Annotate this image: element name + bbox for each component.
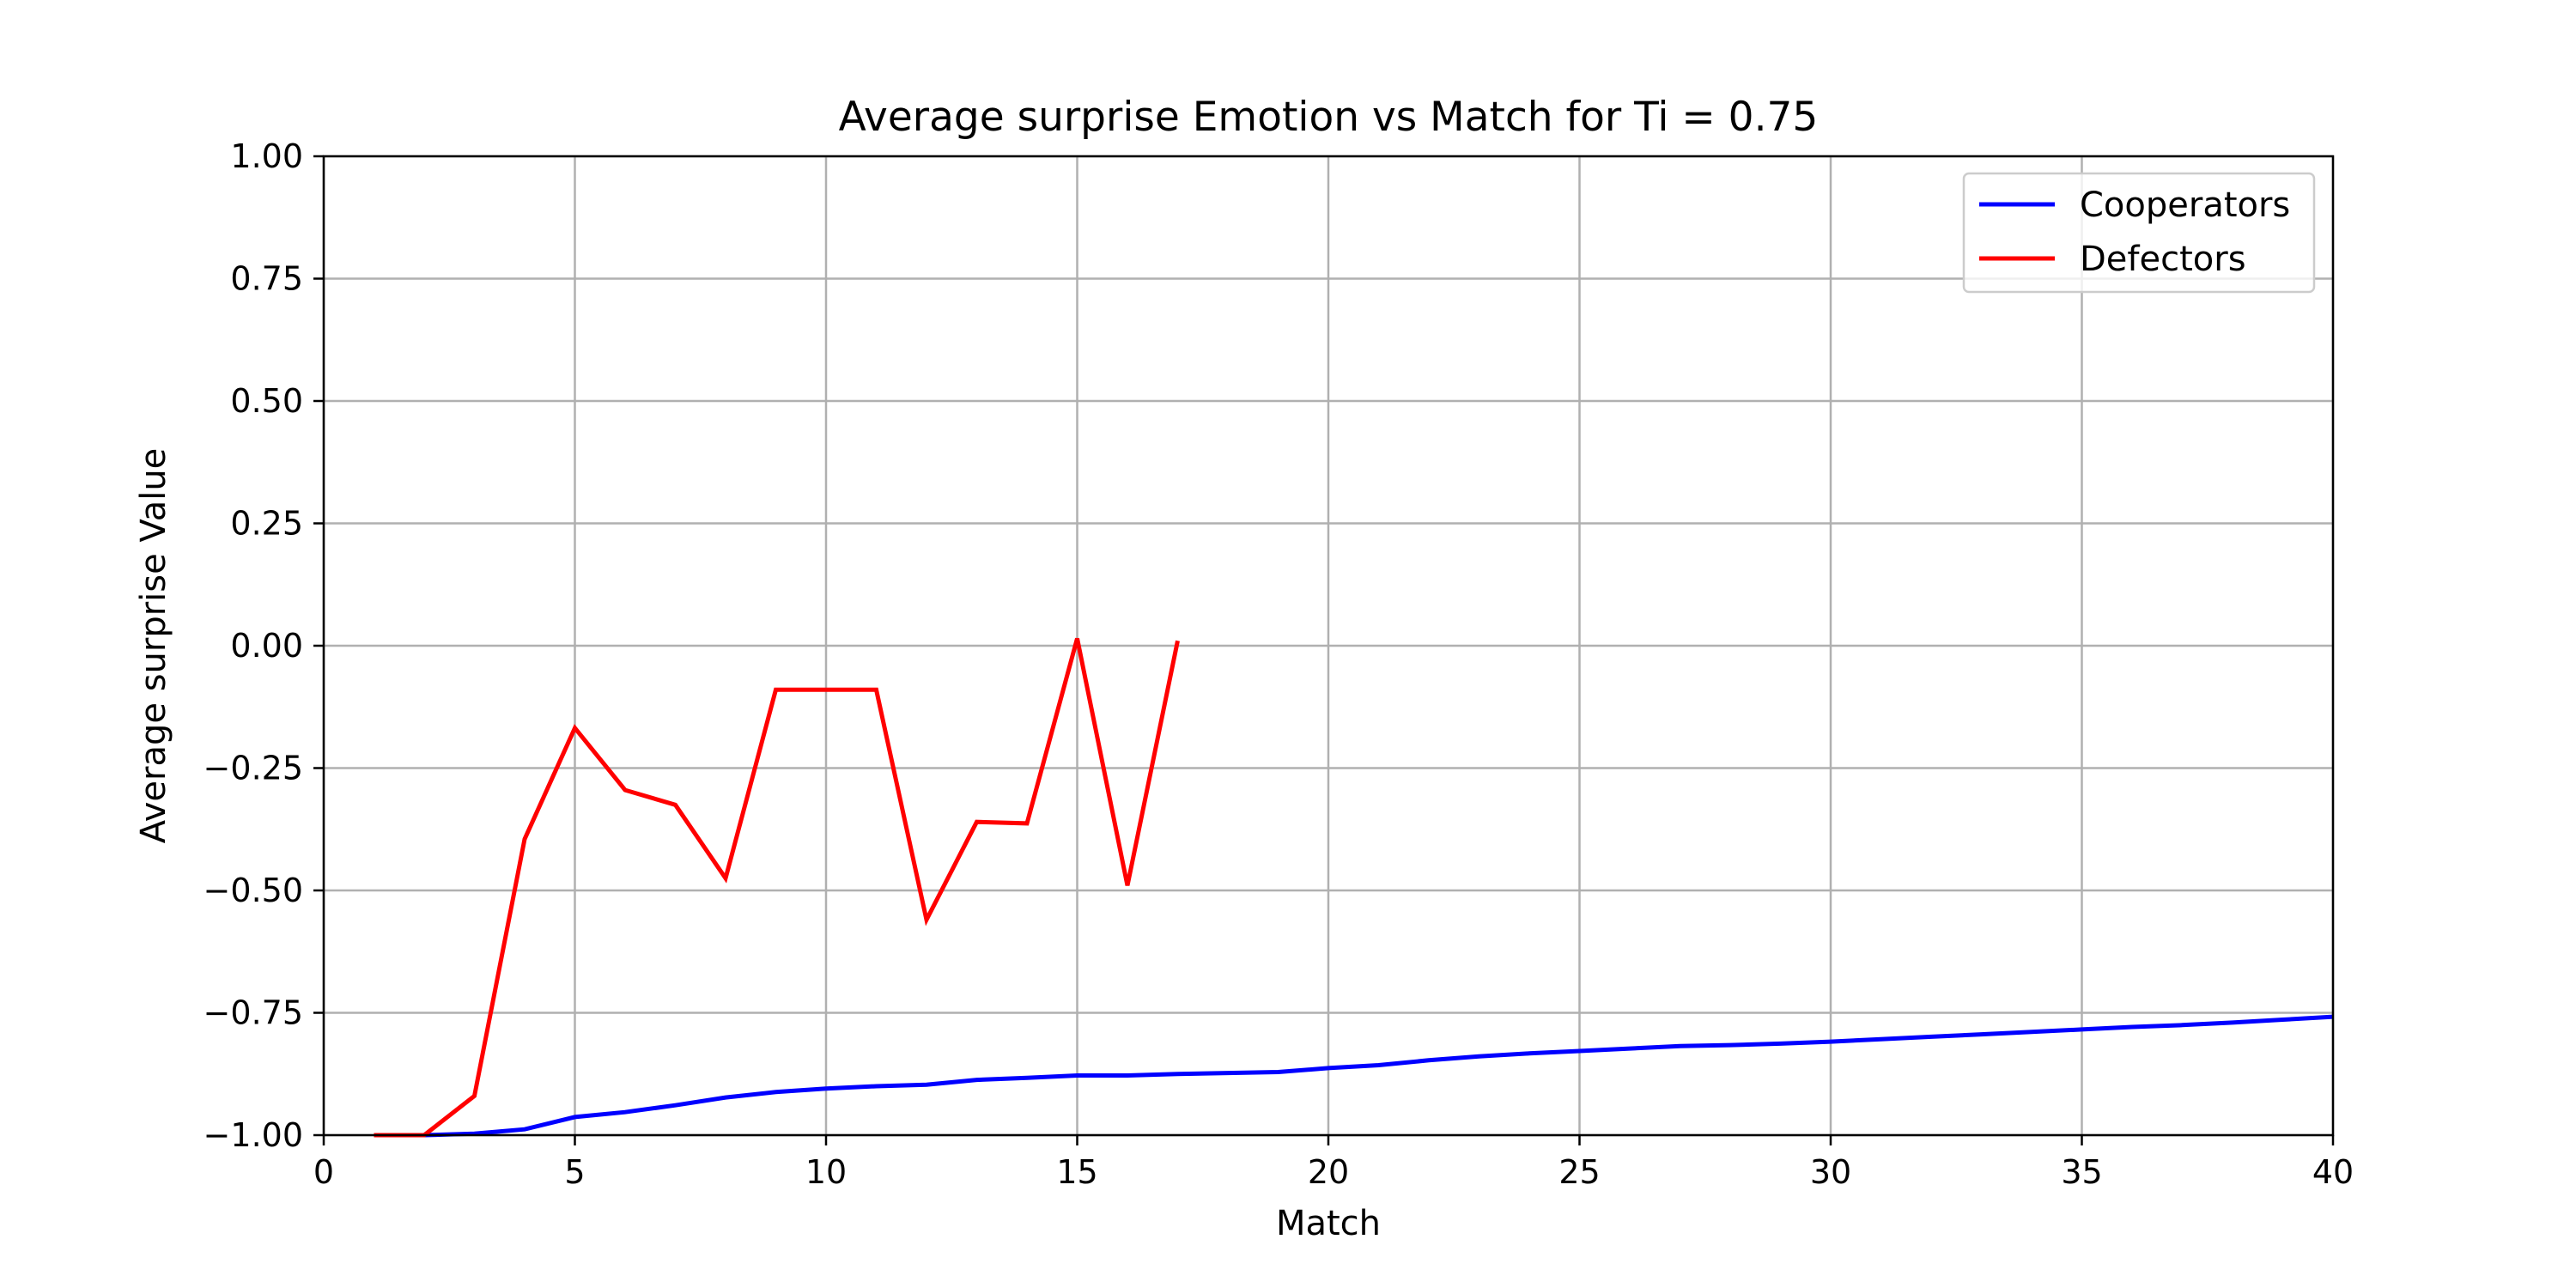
x-tick-label: 15: [1056, 1153, 1097, 1191]
y-tick-label: 0.00: [230, 627, 303, 665]
legend-label-defectors: Defectors: [2080, 240, 2246, 279]
legend: Cooperators Defectors: [1962, 172, 2316, 294]
y-tick-label: 0.75: [230, 260, 303, 298]
x-tick-label: 20: [1308, 1153, 1349, 1191]
y-axis-label: Average surprise Value: [134, 448, 173, 844]
y-axis-ticks: −1.00 −0.75 −0.50 −0.25 0.00 0.25 0.50 0.75 1.00: [204, 137, 324, 1154]
y-tick-label: −0.50: [204, 872, 303, 909]
x-tick-label: 5: [564, 1153, 585, 1191]
x-tick-label: 25: [1558, 1153, 1600, 1191]
x-tick-label: 30: [1810, 1153, 1851, 1191]
series-line-defectors: [374, 637, 1180, 1138]
x-tick-label: 0: [313, 1153, 334, 1191]
x-tick-label: 35: [2061, 1153, 2102, 1191]
y-tick-label: 0.50: [230, 382, 303, 420]
x-tick-label: 10: [805, 1153, 847, 1191]
series-lines: [374, 637, 2334, 1138]
series-line-cooperators: [374, 1014, 2334, 1138]
y-tick-label: −1.00: [204, 1116, 303, 1154]
x-tick-label: 40: [2312, 1153, 2354, 1191]
x-axis-ticks: 0 5 10 15 20 25 30 35 40: [313, 1135, 2354, 1191]
y-tick-label: 0.25: [230, 505, 303, 543]
x-axis-label: Match: [1276, 1204, 1381, 1243]
chart-title: Average surprise Emotion vs Match for Ti…: [839, 94, 1819, 141]
y-tick-label: −0.75: [204, 994, 303, 1032]
legend-label-cooperators: Cooperators: [2080, 185, 2290, 225]
legend-entries: Cooperators Defectors: [1979, 185, 2290, 279]
y-tick-label: 1.00: [230, 137, 303, 175]
y-tick-label: −0.25: [204, 750, 303, 787]
